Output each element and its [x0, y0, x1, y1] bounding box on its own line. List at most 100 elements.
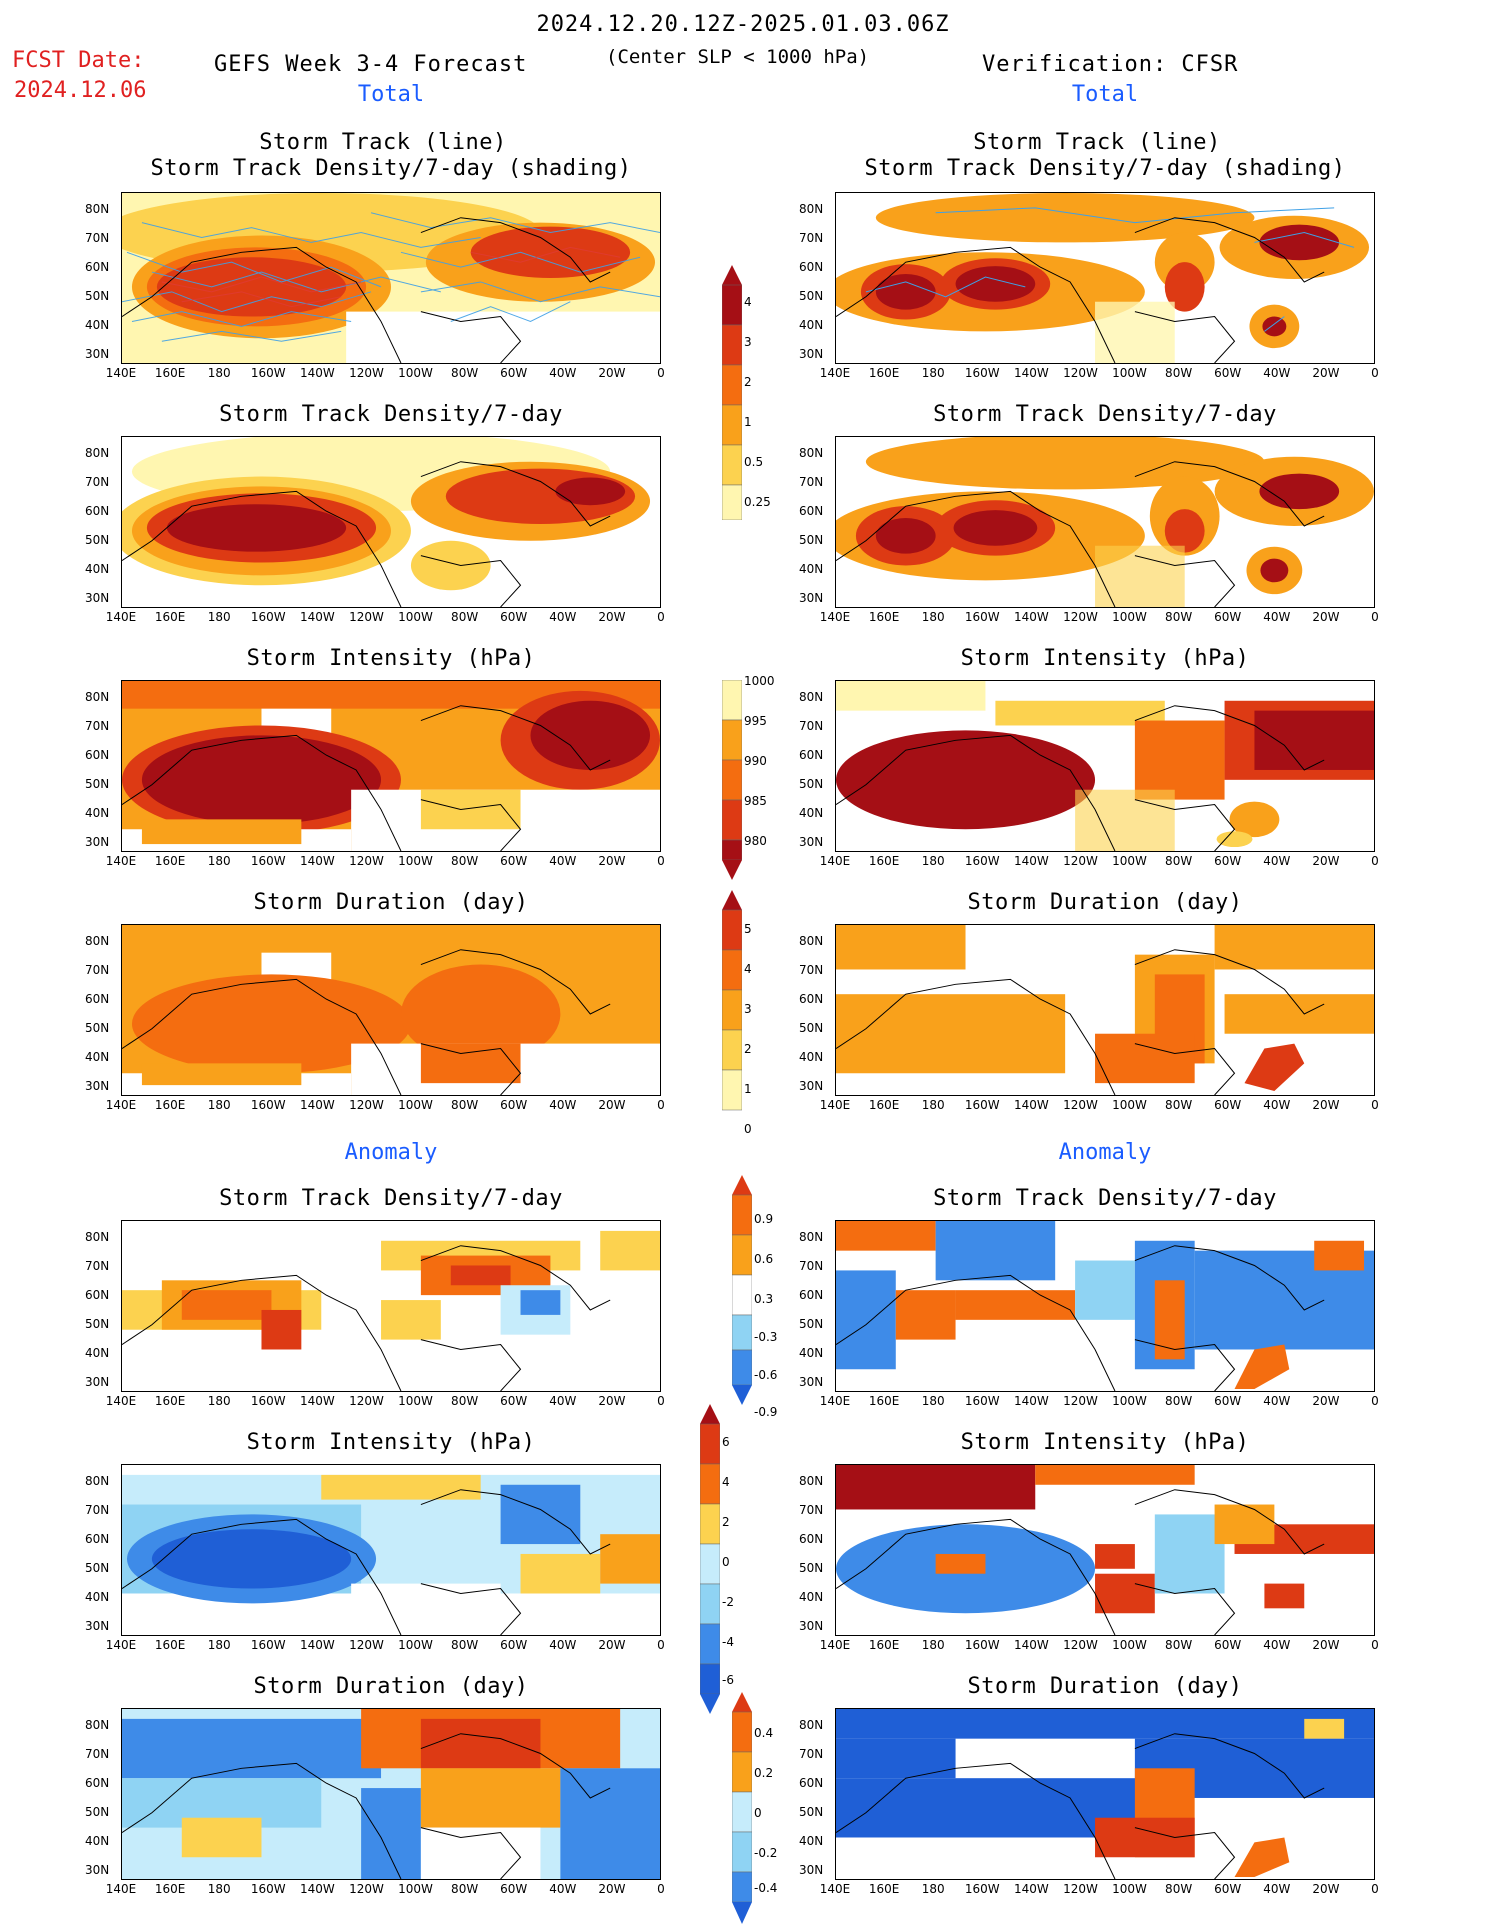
lat-label: 30N	[799, 835, 824, 849]
cb-duration-total-3: 2	[744, 1042, 752, 1056]
lon-label: 20W	[598, 1638, 626, 1652]
lat-label: 60N	[85, 1532, 110, 1546]
lon-label: 140E	[105, 1882, 137, 1896]
lon-label: 140E	[819, 366, 851, 380]
lon-label: 0	[657, 854, 665, 868]
lat-label: 60N	[799, 504, 824, 518]
cb-duration-total-0: 5	[744, 922, 752, 936]
cb-duration-total-5: 0	[744, 1122, 752, 1136]
title-density-anom-left: Storm Track Density/7-day	[219, 1186, 563, 1211]
lon-label: 40W	[1263, 1098, 1291, 1112]
cb-density-anom-1: 0.6	[754, 1252, 774, 1266]
lon-label: 140E	[819, 1394, 851, 1408]
lon-label: 120W	[349, 1098, 384, 1112]
lon-label: 100W	[398, 1394, 433, 1408]
lat-label: 70N	[85, 1747, 110, 1761]
cb-density-total-3: 1	[744, 415, 752, 429]
lon-label: 140E	[105, 854, 137, 868]
lat-label: 80N	[85, 446, 110, 460]
lon-label: 60W	[1214, 854, 1242, 868]
cb-duration-anom-0: 0.4	[754, 1726, 774, 1740]
lat-label: 40N	[799, 1050, 824, 1064]
lon-label: 40W	[549, 1394, 577, 1408]
lon-label: 80W	[451, 1394, 479, 1408]
lat-label: 70N	[799, 1747, 824, 1761]
cb-intensity-total-1: 995	[744, 714, 767, 728]
lon-label: 160W	[250, 610, 286, 624]
lat-label: 70N	[799, 231, 824, 245]
lon-label: 100W	[1112, 1098, 1147, 1112]
lon-label: 40W	[549, 1638, 577, 1652]
lon-label: 100W	[1112, 610, 1147, 624]
lat-label: 30N	[799, 591, 824, 605]
lat-label: 60N	[799, 748, 824, 762]
map-duration-anomaly-forecast	[121, 1708, 661, 1880]
lon-label: 0	[657, 1638, 665, 1652]
lon-label: 140E	[819, 1882, 851, 1896]
lon-label: 100W	[1112, 366, 1147, 380]
lon-label: 160E	[154, 1098, 186, 1112]
cb-density-anom-0: 0.9	[754, 1212, 774, 1226]
lon-label: 20W	[598, 1882, 626, 1896]
lon-label: 40W	[1263, 1638, 1291, 1652]
lat-label: 80N	[85, 1230, 110, 1244]
lon-label: 40W	[549, 610, 577, 624]
lon-label: 120W	[1063, 854, 1098, 868]
title-duration-left: Storm Duration (day)	[253, 890, 529, 915]
lon-label: 80W	[1165, 854, 1193, 868]
lon-label: 20W	[1312, 1394, 1340, 1408]
lon-label: 180	[207, 1638, 231, 1652]
cb-intensity-anom-5: -4	[722, 1635, 734, 1649]
lat-label: 60N	[85, 748, 110, 762]
fcst-date-value: 2024.12.06	[14, 78, 147, 103]
lon-label: 20W	[1312, 1638, 1340, 1652]
lon-label: 120W	[1063, 1098, 1098, 1112]
cb-density-anom-4: -0.6	[754, 1368, 778, 1382]
title-duration-right: Storm Duration (day)	[967, 890, 1243, 915]
title-density-right: Storm Track Density/7-day	[933, 402, 1277, 427]
lat-label: 70N	[799, 719, 824, 733]
lon-label: 40W	[549, 366, 577, 380]
lon-label: 180	[921, 366, 945, 380]
lon-label: 40W	[549, 1098, 577, 1112]
lat-label: 60N	[85, 1776, 110, 1790]
lat-label: 40N	[85, 1834, 110, 1848]
lat-label: 50N	[799, 1805, 824, 1819]
title-intensity-anom-right: Storm Intensity (hPa)	[960, 1430, 1250, 1455]
lat-label: 70N	[799, 963, 824, 977]
cb-duration-anom-1: 0.2	[754, 1766, 774, 1780]
cb-intensity-total-0: 1000	[744, 674, 775, 688]
lat-label: 50N	[85, 1805, 110, 1819]
lat-label: 30N	[85, 1375, 110, 1389]
lon-label: 180	[921, 610, 945, 624]
lon-label: 60W	[1214, 1638, 1242, 1652]
lon-label: 100W	[1112, 1638, 1147, 1652]
lon-label: 20W	[598, 610, 626, 624]
lon-label: 160W	[250, 1394, 286, 1408]
lat-label: 30N	[799, 1375, 824, 1389]
colorbar-duration-total	[722, 890, 742, 1111]
section-anomaly-left: Anomaly	[344, 1140, 438, 1165]
lon-label: 160W	[250, 1098, 286, 1112]
cb-intensity-anom-3: 0	[722, 1555, 730, 1569]
lon-label: 140E	[105, 1638, 137, 1652]
lon-label: 0	[657, 610, 665, 624]
lon-label: 140W	[299, 854, 335, 868]
cb-intensity-total-3: 985	[744, 794, 767, 808]
lon-label: 60W	[500, 854, 528, 868]
lon-label: 20W	[1312, 1098, 1340, 1112]
lon-label: 0	[1371, 1882, 1379, 1896]
map-intensity-anomaly-cfsr	[835, 1464, 1375, 1636]
lat-label: 60N	[799, 260, 824, 274]
cb-intensity-anom-2: 2	[722, 1515, 730, 1529]
lat-label: 70N	[85, 719, 110, 733]
lat-label: 60N	[799, 1532, 824, 1546]
lon-label: 140E	[105, 1098, 137, 1112]
lat-label: 40N	[85, 1050, 110, 1064]
lat-label: 30N	[799, 1079, 824, 1093]
lon-label: 160W	[964, 854, 1000, 868]
lon-label: 80W	[1165, 366, 1193, 380]
lon-label: 140W	[1013, 1394, 1049, 1408]
lat-label: 40N	[85, 1590, 110, 1604]
lat-label: 80N	[799, 1230, 824, 1244]
